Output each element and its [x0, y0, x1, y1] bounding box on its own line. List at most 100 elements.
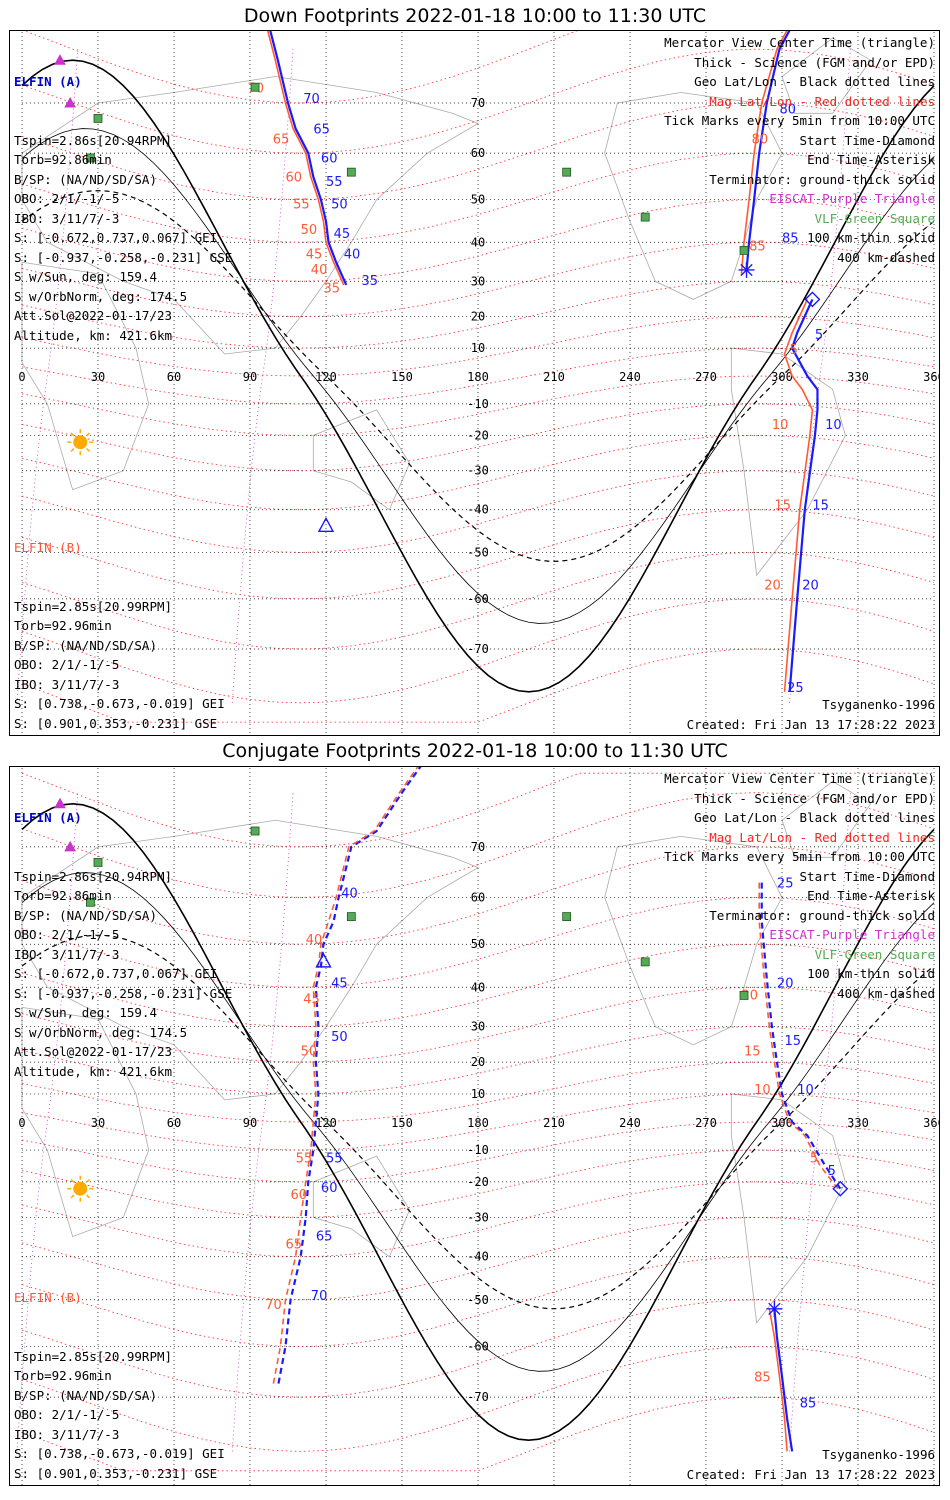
sun-disc — [73, 1181, 88, 1196]
mag-meridian — [16, 49, 79, 703]
land-outline — [21, 76, 479, 355]
tick-time-labels: 40 45 50 55 60 65 70 25 20 15 10 5 85 — [311, 877, 836, 1412]
mag-grid — [21, 772, 935, 1472]
legend-item: Start Time-Diamond — [799, 868, 935, 884]
time-label: 5 — [810, 1151, 818, 1166]
elfin-a-info-line: OBO: 2/1/-1/-5 — [14, 191, 120, 206]
time-label: 10 — [797, 1083, 814, 1098]
elfin-a-info-line: Altitude, km: 421.6km — [14, 327, 173, 343]
mag-latline — [23, 31, 578, 104]
elfin-a-info: ELFIN (A) Tspin=2.86s[20.94RPM] Torb=92.8… — [14, 33, 232, 345]
time-label: 20 — [764, 578, 781, 593]
elfin-a-info-line: S: [-0.672,0.737,0.067] GEI — [14, 230, 218, 245]
y-tick-label: 10 — [471, 1087, 485, 1101]
time-label: 65 — [316, 1230, 333, 1245]
y-tick-label: -70 — [467, 642, 489, 656]
legend-item: End Time-Asterisk — [807, 152, 935, 167]
sun-ray — [86, 1194, 90, 1199]
mag-latline — [21, 152, 935, 243]
eiscat-sites — [54, 797, 76, 852]
legend: Mercator View Center Time (triangle) Thic… — [664, 769, 935, 1003]
y-tick-label: -30 — [467, 1210, 489, 1224]
elfin-a-label: ELFIN (A) — [14, 74, 82, 89]
legend-item: Start Time-Diamond — [799, 132, 935, 148]
vlf-square — [562, 167, 572, 177]
y-tick-label: 70 — [471, 96, 485, 110]
legend-item: End Time-Asterisk — [807, 888, 935, 903]
created-stamp: Created: Fri Jan 13 17:28:22 2023 — [686, 1466, 935, 1482]
time-label: 5 — [790, 343, 798, 358]
map-layer: 0 30 60 90 120 150 180 210 240 270 300 330 360 70 60 50… — [16, 767, 939, 1485]
footprint-b-track3 — [783, 299, 814, 692]
legend-item: EISCAT-Purple Triangle — [769, 927, 935, 942]
land-outline — [21, 1006, 150, 1238]
time-label: 65 — [313, 123, 330, 138]
sun-ray — [70, 1194, 75, 1199]
land-outline — [21, 261, 150, 491]
mag-latline — [21, 1149, 935, 1218]
mag-latline — [21, 792, 935, 898]
y-tick-label: 10 — [471, 341, 485, 355]
y-tick-label: 20 — [471, 310, 485, 324]
model-name: Tsyganenko-1996 — [822, 697, 935, 712]
elfin-b-info-line: B/SP: (NA/ND/SD/SA) — [14, 637, 157, 653]
elfin-a-info-line: IBO: 3/11/7/-3 — [14, 210, 120, 226]
elfin-a-info-line: Tspin=2.86s[20.94RPM] — [14, 868, 173, 884]
y-tick-label: -50 — [467, 545, 489, 559]
mag-latline — [21, 1026, 935, 1095]
elfin-b-info-line: OBO: 2/1/-1/-5 — [14, 1407, 120, 1422]
mag-meridian — [16, 792, 79, 1452]
terminator — [21, 59, 935, 693]
legend-item: Thick - Science (FGM and/or EPD) — [694, 54, 935, 70]
time-label: 45 — [303, 992, 320, 1007]
vlf-square — [640, 212, 650, 222]
vlf-square — [346, 167, 356, 177]
footprint-b-track2 — [740, 31, 788, 274]
elfin-b-info-line: S: [0.901,0.353,-0.231] GSE — [14, 715, 218, 731]
mag-latline — [21, 1396, 935, 1472]
elfin-b-info-line: IBO: 3/11/7/-3 — [14, 1426, 120, 1442]
x-tick-label: 60 — [167, 1116, 181, 1130]
elfin-a-info-line: S w/Sun, deg: 159.4 — [14, 1005, 157, 1020]
elfin-b-info: ELFIN (B) Tspin=2.85s[20.99RPM] Torb=92.9… — [14, 1249, 225, 1485]
x-tick-label: 210 — [543, 370, 565, 384]
time-label: 35 — [361, 274, 378, 289]
time-label: 45 — [334, 227, 351, 242]
time-label: 35 — [323, 281, 340, 296]
mag-latline — [21, 280, 935, 349]
time-label: 25 — [777, 877, 794, 892]
footprint-a-track1 — [269, 31, 348, 286]
vlf-square — [640, 957, 650, 967]
mag-meridian — [789, 49, 851, 703]
mag-latline — [21, 347, 935, 405]
legend-item: 100 km-thin solid — [807, 966, 935, 981]
land-outline — [604, 92, 783, 300]
legend-item: Tick Marks every 5min from 10:00 UTC — [664, 849, 935, 864]
time-label: 15 — [812, 499, 829, 514]
y-tick-label: -20 — [467, 428, 489, 442]
elfin-b-info-line: S w/Sun, deg: 25.88 — [14, 733, 225, 735]
elfin-b-label: ELFIN (B) — [14, 1290, 82, 1305]
sun-icon — [67, 1175, 94, 1202]
x-tick-label: 30 — [91, 370, 105, 384]
y-tick-label: -70 — [467, 1390, 489, 1404]
time-label: 20 — [802, 578, 819, 593]
y-tick-label: 30 — [471, 274, 485, 288]
legend: Mercator View Center Time (triangle) Thic… — [664, 33, 935, 267]
elfin-b-info-line: S w/Sun, deg: 25.88 — [14, 1483, 225, 1485]
elfin-b-info-line: Torb=92.96min — [14, 618, 112, 633]
terminator-400km — [21, 934, 935, 1310]
footer-right: Tsyganenko-1996 Created: Fri Jan 13 17:2… — [687, 1445, 935, 1484]
elfin-b-info-line: B/SP: (NA/ND/SD/SA) — [14, 1387, 157, 1403]
y-tick-label: 60 — [471, 890, 485, 904]
time-label: 60 — [321, 152, 338, 167]
vlf-stations — [86, 826, 749, 1000]
elfin-a-info-line: Torb=92.86min — [14, 152, 112, 167]
time-label: 70 — [311, 1289, 328, 1304]
mag-latline — [21, 509, 935, 600]
y-tick-label: 20 — [471, 1055, 485, 1069]
y-tick-label: -10 — [467, 397, 489, 411]
footprint-b-track3 — [768, 1308, 788, 1452]
conjugate-footprints-map: 0 30 60 90 120 150 180 210 240 270 300 330 360 70 60 50… — [16, 767, 939, 1485]
mag-latline — [21, 48, 935, 154]
